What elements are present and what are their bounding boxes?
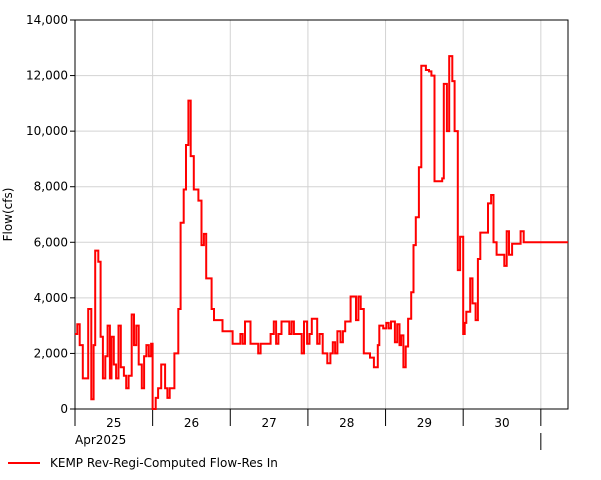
- grid-lines: [74, 20, 568, 409]
- plot-area-frame: [74, 19, 569, 410]
- series-layer: [75, 55, 568, 410]
- x-tick-label: 25: [106, 416, 121, 430]
- x-tick-label: 30: [494, 416, 509, 430]
- y-tick-label: 0: [60, 402, 68, 416]
- x-axis-ticks: 25 26 27 28 29 30: [74, 409, 542, 430]
- legend-label: KEMP Rev-Regi-Computed Flow-Res In: [50, 456, 278, 470]
- series-line: [75, 55, 568, 410]
- y-tick-label: 14,000: [26, 13, 68, 27]
- y-tick-label: 4,000: [34, 291, 68, 305]
- x-tick-label: 26: [184, 416, 199, 430]
- y-tick-label: 8,000: [34, 180, 68, 194]
- legend: KEMP Rev-Regi-Computed Flow-Res In: [8, 456, 278, 470]
- y-axis-ticks: 0 2,000 4,000 6,000 8,000 10,000 12,000 14,000: [26, 13, 75, 416]
- x-tick-label: 27: [261, 416, 276, 430]
- y-axis-title: Flow(cfs): [1, 188, 15, 242]
- y-tick-label: 6,000: [34, 235, 68, 249]
- x-tick-label: 29: [417, 416, 432, 430]
- month-label: Apr2025: [75, 433, 126, 447]
- y-tick-label: 12,000: [26, 69, 68, 83]
- x-tick-label: 28: [339, 416, 354, 430]
- legend-swatch: [8, 462, 40, 464]
- y-tick-label: 10,000: [26, 124, 68, 138]
- y-tick-label: 2,000: [34, 346, 68, 360]
